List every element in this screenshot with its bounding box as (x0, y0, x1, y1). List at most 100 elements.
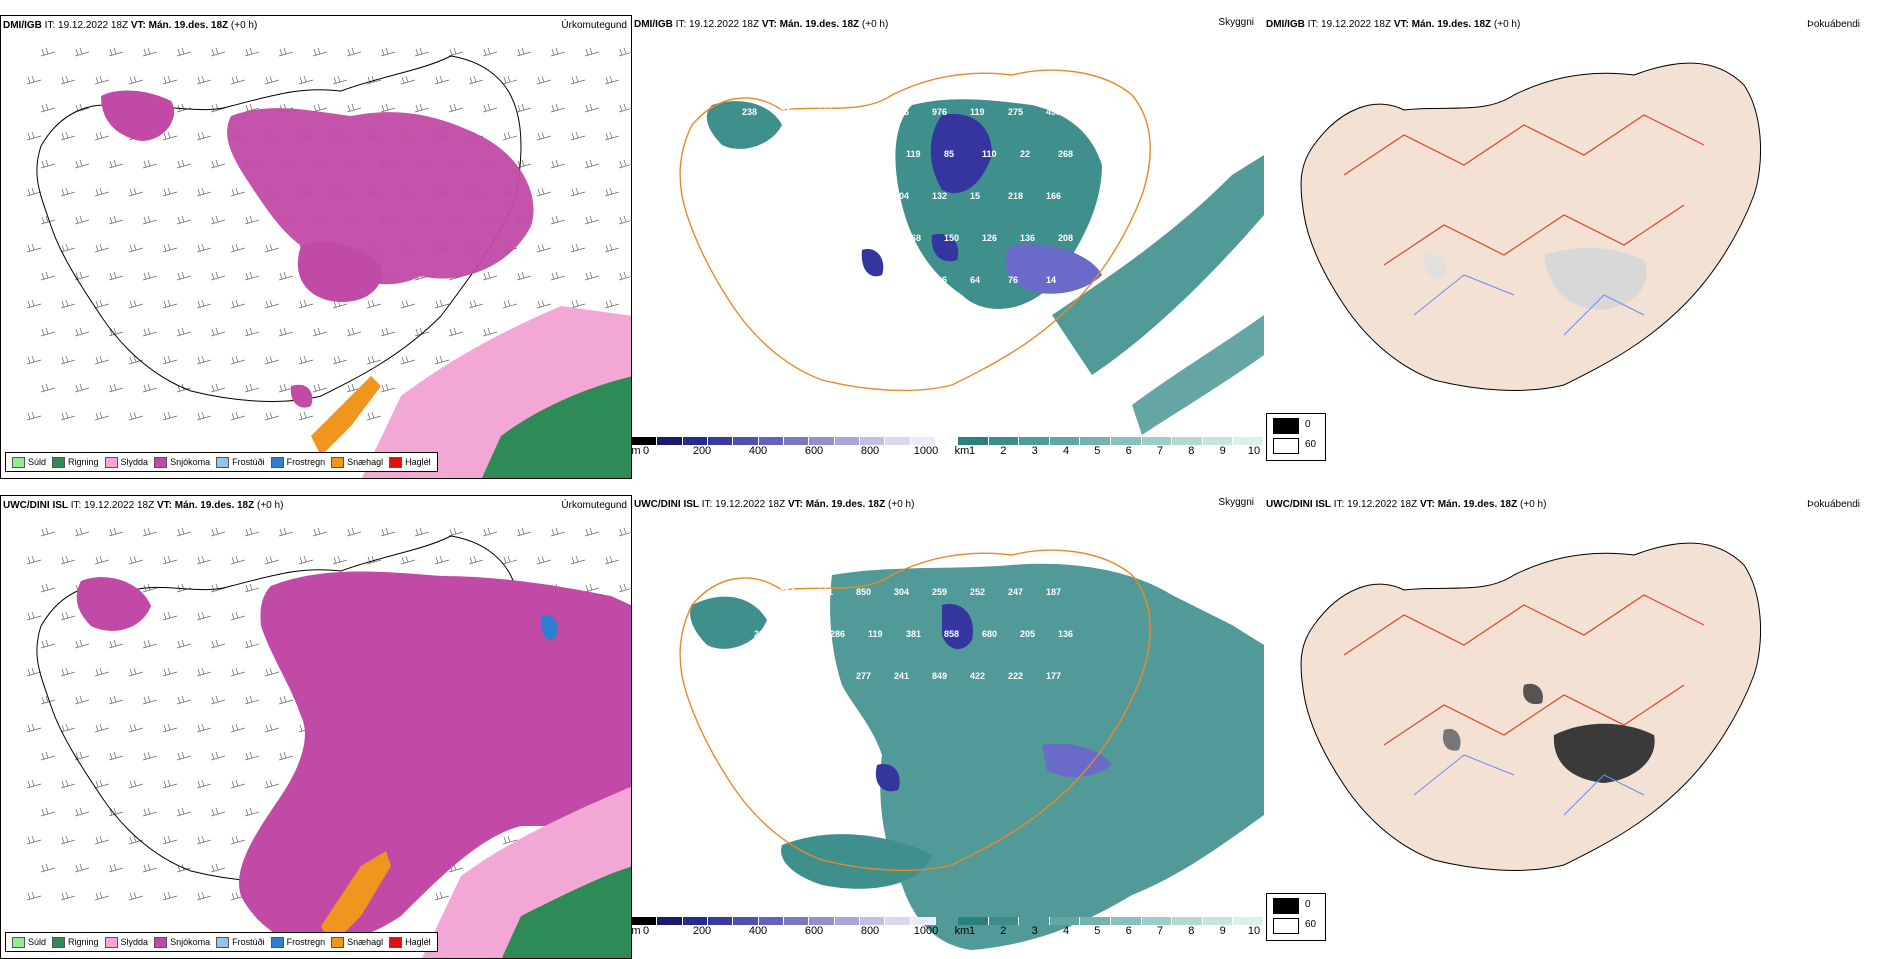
lead-offset: (+0 h) (888, 499, 915, 510)
precip-legend: Súld Rigning Slydda Snjókoma Frostúði Frostre… (5, 452, 438, 472)
colorbar-cell (682, 917, 708, 925)
colorbar-cell (783, 917, 810, 925)
visibility-value-label: 498 (1046, 107, 1061, 117)
wind-barb (40, 383, 56, 393)
colorbar-cell (1202, 917, 1234, 925)
wind-barb (570, 299, 586, 309)
legend-swatch (331, 456, 345, 468)
wind-barb (108, 159, 124, 169)
visibility-value-label: 136 (1058, 629, 1073, 639)
wind-barb (26, 131, 42, 141)
wind-barb (244, 215, 260, 225)
vt-value: Mán. 19.des. 18Z (174, 500, 255, 511)
wind-barb (142, 271, 158, 281)
wind-barb (516, 527, 532, 537)
visibility-value-label: 222 (754, 629, 769, 639)
colorbar-tick-label: 0 (642, 445, 650, 457)
legend-item: Súld (12, 456, 46, 468)
wind-barb (414, 527, 430, 537)
visibility-value-label: 136 (856, 191, 871, 201)
legend-swatch (52, 456, 66, 468)
model-name: DMI/IGB (1266, 19, 1305, 30)
snow-area (297, 242, 382, 302)
wind-barb (366, 299, 382, 309)
wind-barb (536, 187, 552, 197)
visibility-value-label: 273 (894, 275, 909, 285)
fog-index-map (1300, 542, 1761, 871)
legend-label: Snæhagl (347, 937, 384, 947)
wind-barb (40, 695, 56, 705)
model-name: DMI/IGB (634, 19, 673, 30)
variable-name: Úrkomutegund (561, 500, 627, 511)
wind-barb (128, 667, 144, 677)
wind-barb (210, 159, 226, 169)
wind-barb (604, 75, 620, 85)
wind-barb (604, 243, 620, 253)
wind-barb (618, 583, 631, 593)
wind-barb (550, 159, 566, 169)
wind-barb (346, 327, 362, 337)
colorbar-cell (809, 437, 835, 445)
wind-barb (142, 863, 158, 873)
visibility-colorbar: km 1 2 3 4 5 6 7 8 9 10 (955, 437, 1264, 459)
wind-barb (298, 75, 314, 85)
variable-name: Skyggni (1218, 497, 1254, 508)
wind-barb (448, 327, 464, 337)
colorbar-cell (758, 437, 784, 445)
colorbar-cell (958, 917, 989, 925)
vt-value: Mán. 19.des. 18Z (805, 499, 886, 510)
visibility-value-label: 65 (792, 149, 802, 159)
wind-barb (26, 555, 42, 565)
wind-barb (196, 611, 212, 621)
wind-barb (604, 131, 620, 141)
wind-barb (434, 75, 450, 85)
snow-area (76, 577, 151, 631)
wind-barb (74, 695, 90, 705)
wind-barb (278, 271, 294, 281)
wind-barb (482, 271, 498, 281)
colorbar-cell (682, 437, 708, 445)
colorbar-cell (1172, 437, 1203, 445)
wind-barb (414, 47, 430, 57)
legend-item: Súld (12, 936, 46, 948)
visibility-value-label: 314 (780, 587, 795, 597)
wind-barb (230, 611, 246, 621)
colorbar-cell (1233, 917, 1264, 925)
colorbar-tick-label: 6 (1125, 925, 1132, 937)
wind-barb (26, 411, 42, 421)
colorbar-cell (1110, 917, 1142, 925)
colorbar-tick-label: 200 (692, 925, 712, 937)
wind-barb (74, 807, 90, 817)
wind-barb (298, 355, 314, 365)
wind-barb (162, 75, 178, 85)
wind-barb (26, 187, 42, 197)
wind-barb (176, 751, 192, 761)
colorbar-tick-label: 8 (1188, 925, 1195, 937)
wind-barb (94, 187, 110, 197)
it-value: 19.12.2022 18Z (715, 499, 786, 510)
visibility-panel-bottom: 286 314 191 850 304 259 252 247 187 222 207 286 119 3… (632, 495, 1264, 959)
wind-barb (536, 299, 552, 309)
wind-barb (298, 411, 314, 421)
graupel-area (311, 376, 381, 456)
colorbar-cell (958, 437, 989, 445)
lead-offset: (+0 h) (861, 19, 889, 30)
low-vis-area (1042, 743, 1112, 777)
wind-barb (332, 75, 348, 85)
legend-label: Snjókoma (170, 457, 211, 467)
wind-barb (26, 299, 42, 309)
vt-label: VT: (1419, 499, 1435, 510)
variable-name: Úrkomutegund (561, 20, 627, 31)
wind-barb (108, 383, 124, 393)
fog-area (1523, 683, 1543, 705)
wind-barb (108, 863, 124, 873)
legend-label: Slydda (120, 457, 149, 467)
legend-swatch (154, 456, 168, 468)
visibility-value-label: 850 (856, 587, 871, 597)
wind-barb (40, 583, 56, 593)
colorbar-cell (809, 917, 835, 925)
wind-barb (108, 807, 124, 817)
it-label: IT: (70, 500, 82, 511)
wind-barb (618, 103, 631, 113)
wind-barb (162, 891, 178, 901)
